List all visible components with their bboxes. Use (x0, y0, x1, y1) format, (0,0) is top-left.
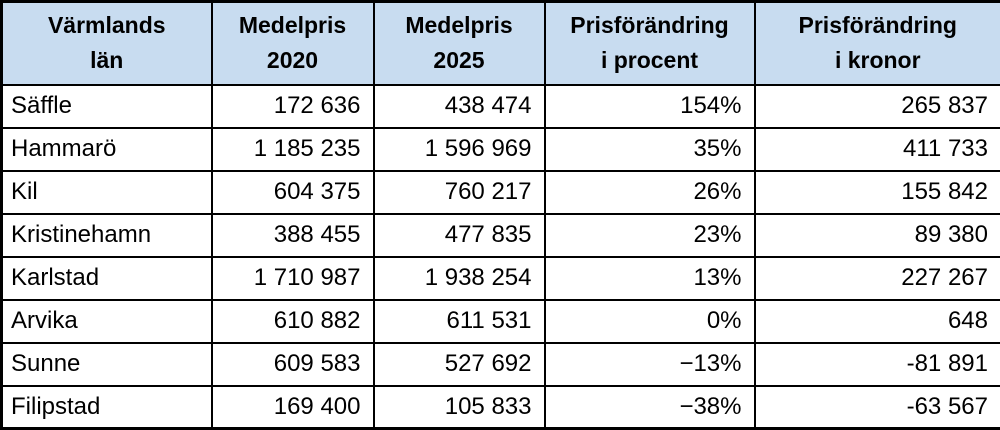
municipality-cell: Karlstad (2, 257, 212, 300)
municipality-cell: Kristinehamn (2, 214, 212, 257)
table-row: Hammarö 1 185 235 1 596 969 35% 411 733 (2, 128, 1000, 171)
price-2020-cell: 1 710 987 (212, 257, 374, 300)
municipality-cell: Hammarö (2, 128, 212, 171)
header-line: Medelpris (213, 8, 373, 43)
price-2025-cell: 611 531 (374, 300, 545, 343)
table-body: Säffle 172 636 438 474 154% 265 837 Hamm… (2, 85, 1000, 429)
change-kronor-cell: 648 (755, 300, 1000, 343)
header-price-2020: Medelpris 2020 (212, 2, 374, 85)
header-line: 2025 (375, 43, 544, 78)
price-2020-cell: 169 400 (212, 386, 374, 429)
header-line: Medelpris (375, 8, 544, 43)
header-municipality: Värmlands län (2, 2, 212, 85)
header-row: Värmlands län Medelpris 2020 Medelpris 2… (2, 2, 1000, 85)
table-row: Filipstad 169 400 105 833 −38% -63 567 (2, 386, 1000, 429)
table-row: Arvika 610 882 611 531 0% 648 (2, 300, 1000, 343)
municipality-cell: Säffle (2, 85, 212, 128)
municipality-cell: Kil (2, 171, 212, 214)
header-line: län (3, 43, 211, 78)
change-kronor-cell: 155 842 (755, 171, 1000, 214)
price-2020-cell: 1 185 235 (212, 128, 374, 171)
price-2025-cell: 105 833 (374, 386, 545, 429)
municipality-cell: Filipstad (2, 386, 212, 429)
header-change-percent: Prisförändring i procent (545, 2, 755, 85)
header-line: i procent (546, 43, 754, 78)
price-2025-cell: 1 596 969 (374, 128, 545, 171)
change-percent-cell: −38% (545, 386, 755, 429)
change-kronor-cell: 89 380 (755, 214, 1000, 257)
header-line: Värmlands (3, 8, 211, 43)
price-2020-cell: 610 882 (212, 300, 374, 343)
change-percent-cell: −13% (545, 343, 755, 386)
change-kronor-cell: 265 837 (755, 85, 1000, 128)
table-row: Kil 604 375 760 217 26% 155 842 (2, 171, 1000, 214)
price-2025-cell: 1 938 254 (374, 257, 545, 300)
change-percent-cell: 35% (545, 128, 755, 171)
table-row: Säffle 172 636 438 474 154% 265 837 (2, 85, 1000, 128)
header-line: Prisförändring (756, 8, 1000, 43)
change-kronor-cell: 227 267 (755, 257, 1000, 300)
price-2025-cell: 527 692 (374, 343, 545, 386)
change-kronor-cell: -81 891 (755, 343, 1000, 386)
price-2025-cell: 438 474 (374, 85, 545, 128)
table-row: Kristinehamn 388 455 477 835 23% 89 380 (2, 214, 1000, 257)
table-row: Sunne 609 583 527 692 −13% -81 891 (2, 343, 1000, 386)
price-2020-cell: 609 583 (212, 343, 374, 386)
change-percent-cell: 26% (545, 171, 755, 214)
header-line: 2020 (213, 43, 373, 78)
municipality-cell: Arvika (2, 300, 212, 343)
table-row: Karlstad 1 710 987 1 938 254 13% 227 267 (2, 257, 1000, 300)
change-percent-cell: 154% (545, 85, 755, 128)
price-2020-cell: 604 375 (212, 171, 374, 214)
change-percent-cell: 23% (545, 214, 755, 257)
municipality-cell: Sunne (2, 343, 212, 386)
header-line: Prisförändring (546, 8, 754, 43)
price-2025-cell: 477 835 (374, 214, 545, 257)
header-change-kronor: Prisförändring i kronor (755, 2, 1000, 85)
header-price-2025: Medelpris 2025 (374, 2, 545, 85)
change-percent-cell: 13% (545, 257, 755, 300)
price-2020-cell: 172 636 (212, 85, 374, 128)
header-line: i kronor (756, 43, 1000, 78)
change-kronor-cell: -63 567 (755, 386, 1000, 429)
price-2020-cell: 388 455 (212, 214, 374, 257)
change-kronor-cell: 411 733 (755, 128, 1000, 171)
change-percent-cell: 0% (545, 300, 755, 343)
price-2025-cell: 760 217 (374, 171, 545, 214)
